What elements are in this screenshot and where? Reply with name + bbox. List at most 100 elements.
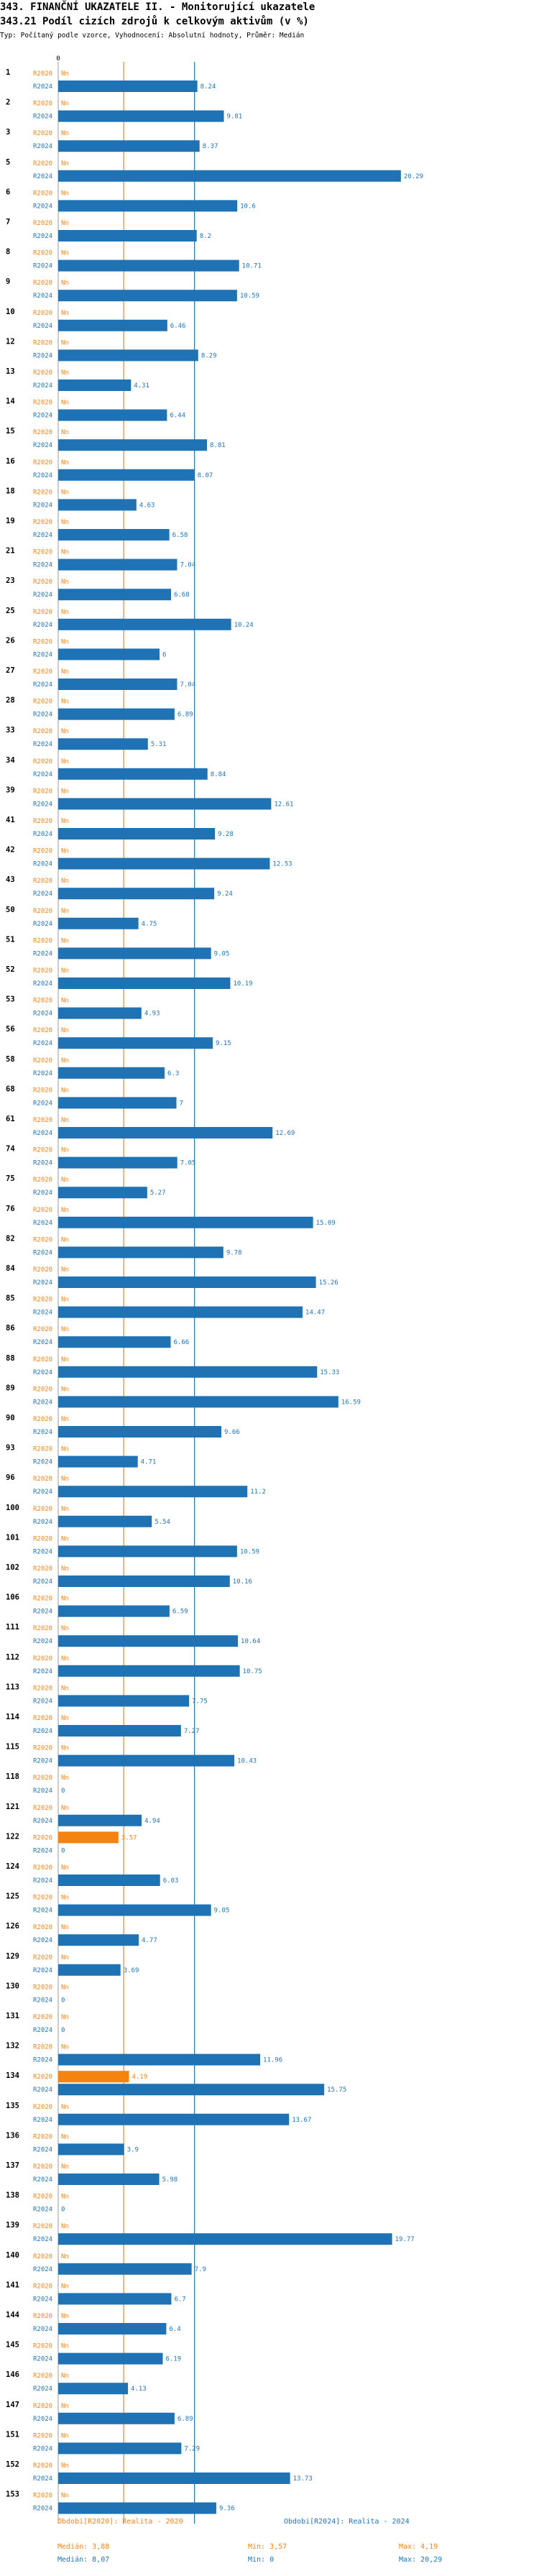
data-label-r2020: Nn: [61, 1625, 69, 1632]
category-label: 146: [6, 2370, 19, 2379]
data-label-r2020: Nn: [61, 2462, 69, 2470]
bar-r2024: [58, 1904, 211, 1916]
data-label-r2020: Nn: [61, 2403, 69, 2410]
series-label-r2020: R2020: [33, 2432, 52, 2439]
series-label-r2020: R2020: [33, 848, 52, 855]
series-label-r2024: R2024: [33, 921, 52, 928]
series-label-r2020: R2020: [33, 1266, 52, 1274]
series-label-r2024: R2024: [33, 532, 52, 539]
category-label: 139: [6, 2221, 19, 2230]
data-label-r2024: 12.53: [272, 861, 292, 868]
category-label: 88: [6, 1354, 15, 1363]
category-label: 33: [6, 726, 15, 735]
data-label-r2024: 6.03: [163, 1877, 179, 1885]
bar-r2024: [58, 1515, 152, 1527]
series-label-r2024: R2024: [33, 1160, 52, 1167]
series-label-r2024: R2024: [33, 950, 52, 957]
bar-r2024: [58, 1037, 213, 1049]
category-label: 140: [6, 2251, 19, 2260]
bar-r2024: [58, 1665, 240, 1677]
series-label-r2024: R2024: [33, 2176, 52, 2184]
bar-r2024: [58, 1396, 338, 1408]
series-label-r2020: R2020: [33, 2253, 52, 2260]
series-label-r2020: R2020: [33, 160, 52, 167]
bar-r2024: [58, 1874, 160, 1886]
data-label-r2024: 13.67: [292, 2117, 311, 2124]
series-label-r2020: R2020: [33, 1476, 52, 1483]
series-label-r2024: R2024: [33, 2236, 52, 2243]
data-label-r2020: Nn: [61, 579, 69, 586]
series-label-r2024: R2024: [33, 1548, 52, 1555]
legend-r2020-max: Max: 4,19: [399, 2543, 438, 2551]
series-label-r2020: R2020: [33, 728, 52, 735]
category-label: 13: [6, 367, 15, 376]
category-label: 111: [6, 1623, 19, 1632]
data-label-r2020: Nn: [61, 2044, 69, 2051]
series-label-r2020: R2020: [33, 2014, 52, 2021]
data-label-r2024: 10.59: [240, 293, 259, 300]
data-label-r2020: Nn: [61, 1326, 69, 1333]
bar-r2024: [58, 469, 195, 481]
data-label-r2020: Nn: [61, 609, 69, 616]
legend-r2024-median: Medián: 8,07: [57, 2556, 110, 2564]
data-label-r2024: 6.89: [178, 712, 193, 719]
category-label: 21: [6, 547, 15, 556]
category-label: 130: [6, 1982, 19, 1990]
series-label-r2024: R2024: [33, 801, 52, 808]
data-label-r2020: Nn: [61, 369, 69, 377]
category-label: 16: [6, 457, 15, 466]
series-label-r2020: R2020: [33, 878, 52, 885]
series-label-r2024: R2024: [33, 2087, 52, 2094]
data-label-r2024: 15.26: [319, 1279, 338, 1287]
data-label-r2024: 7.04: [180, 562, 195, 569]
series-label-r2024: R2024: [33, 1698, 52, 1705]
bar-r2024: [58, 2323, 167, 2334]
category-label: 132: [6, 2042, 19, 2051]
category-label: 2: [6, 98, 10, 107]
data-label-r2024: 6.59: [172, 1609, 188, 1616]
data-label-r2020: Nn: [61, 2313, 69, 2320]
series-label-r2024: R2024: [33, 1130, 52, 1137]
category-label: 15: [6, 427, 15, 436]
category-label: 6: [6, 188, 10, 196]
bar-r2024: [58, 1366, 318, 1378]
series-label-r2020: R2020: [33, 310, 52, 317]
series-label-r2024: R2024: [33, 2416, 52, 2423]
series-label-r2024: R2024: [33, 1369, 52, 1376]
data-label-r2024: 8.2: [200, 233, 211, 240]
series-label-r2024: R2024: [33, 263, 52, 270]
series-label-r2020: R2020: [33, 130, 52, 137]
data-label-r2020: Nn: [61, 998, 69, 1005]
series-label-r2024: R2024: [33, 1908, 52, 1915]
series-label-r2020: R2020: [33, 1057, 52, 1064]
data-label-r2020: Nn: [61, 1147, 69, 1154]
category-label: 151: [6, 2430, 19, 2439]
series-label-r2020: R2020: [33, 2462, 52, 2470]
bar-r2024: [58, 2293, 172, 2305]
bar-r2024: [58, 2174, 160, 2185]
series-label-r2024: R2024: [33, 413, 52, 420]
data-label-r2020: Nn: [61, 1446, 69, 1453]
series-label-r2024: R2024: [33, 2445, 52, 2452]
category-label: 96: [6, 1473, 15, 1482]
data-label-r2024: 15.33: [320, 1369, 339, 1376]
data-label-r2020: Nn: [61, 788, 69, 795]
data-label-r2020: Nn: [61, 967, 69, 975]
category-label: 43: [6, 875, 15, 884]
data-label-r2024: 4.31: [134, 382, 149, 390]
bar-r2024: [58, 2084, 325, 2096]
data-label-r2020: Nn: [61, 2373, 69, 2380]
data-label-r2024: 12.61: [274, 801, 293, 808]
series-label-r2024: R2024: [33, 2146, 52, 2153]
series-label-r2024: R2024: [33, 352, 52, 359]
category-label: 118: [6, 1772, 19, 1781]
category-label: 7: [6, 218, 10, 226]
series-label-r2020: R2020: [33, 699, 52, 706]
category-label: 114: [6, 1713, 19, 1721]
series-label-r2020: R2020: [33, 250, 52, 257]
category-label: 42: [6, 846, 15, 855]
series-label-r2020: R2020: [33, 2373, 52, 2380]
data-label-r2020: Nn: [61, 2133, 69, 2140]
bar-r2024: [58, 828, 216, 840]
